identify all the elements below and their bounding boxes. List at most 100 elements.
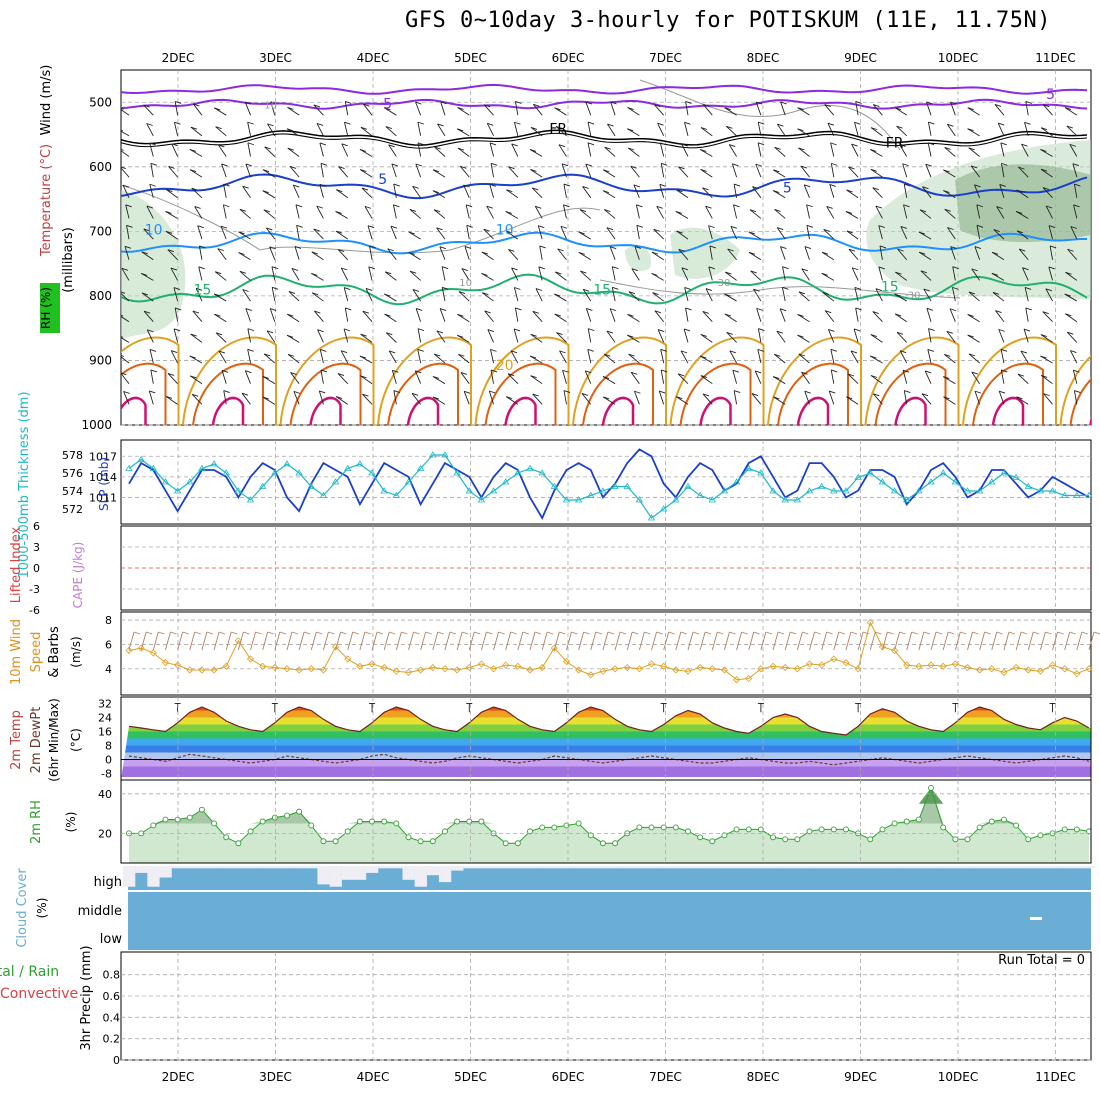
wind-barb-flag <box>170 267 178 271</box>
wind-barb <box>533 104 543 116</box>
wind-barb <box>976 225 981 240</box>
wind-barb-flag <box>661 162 668 166</box>
wind-barb <box>363 103 373 116</box>
wind-barb-flag <box>1016 396 1023 400</box>
wind-barb <box>900 226 908 240</box>
rh-area <box>129 787 1089 863</box>
wind-barb-10m-flag <box>1069 631 1076 635</box>
rh-point <box>320 838 327 845</box>
wind-barb <box>456 128 470 137</box>
wind-speed-point <box>186 666 194 674</box>
temp-tick: 24 <box>98 712 112 725</box>
wind-barb <box>490 369 494 384</box>
cloud-high-bar <box>864 866 877 869</box>
wind-barb <box>944 208 956 219</box>
wind-barb <box>456 334 470 343</box>
wind-barb <box>580 270 592 281</box>
li-tick: -6 <box>29 604 40 617</box>
wind-barb-flag <box>365 287 373 291</box>
wind-barb-flag <box>408 231 415 235</box>
wind-barb-flag <box>606 227 614 231</box>
wind-barb <box>514 101 519 116</box>
rh-units-label: (%) <box>64 812 78 833</box>
wind-barb-flag <box>215 271 222 275</box>
wind-barb <box>798 291 810 302</box>
temp-band <box>121 717 1091 725</box>
wind-barb-flag <box>289 166 297 169</box>
wind-barb <box>967 128 980 137</box>
wind-barb-flag <box>487 122 494 126</box>
wind-barb-flag <box>806 204 813 208</box>
wind-barb <box>585 163 592 178</box>
wind-barb-flag <box>508 166 515 170</box>
contour-label: 10 <box>496 223 514 239</box>
wind-barb-flag <box>368 266 375 270</box>
wind-barb <box>732 370 738 384</box>
wind-barb <box>631 268 640 281</box>
wind-barb-10m-flag <box>607 631 615 635</box>
wind-barb-flag <box>218 350 226 354</box>
wind-barb-flag <box>146 123 153 126</box>
wind-tick: 8 <box>105 614 112 627</box>
rh-point <box>308 822 315 829</box>
wind-barb-flag <box>530 169 537 172</box>
wind-barb-flag <box>675 211 683 214</box>
isotherm-30 <box>894 396 927 425</box>
wind-barb-flag <box>239 208 247 212</box>
wind-barb-flag <box>125 204 132 208</box>
wind-barb-flag <box>487 329 495 333</box>
cloud-high-bar <box>949 866 962 869</box>
wind-barb <box>510 350 519 364</box>
wind-barb-10m-flag <box>231 631 238 635</box>
wind-barb <box>1065 313 1078 323</box>
wind-barb-flag <box>189 355 196 359</box>
wind-speed-point <box>356 662 364 670</box>
wind-barb <box>1073 204 1078 219</box>
wind-barb <box>556 332 567 343</box>
wind-barb <box>313 104 324 116</box>
thickness-point <box>356 460 364 467</box>
wind-speed-point <box>404 668 413 676</box>
wind-barb-flag <box>264 353 271 357</box>
wind-barb-flag <box>724 293 731 297</box>
wind-barb <box>296 225 300 240</box>
wind-barb-10m-flag <box>656 631 663 635</box>
wind-barb-10m-flag <box>303 631 311 635</box>
wind-barb <box>680 350 689 364</box>
cloud-high-bar <box>718 866 731 869</box>
wind-barb <box>319 349 324 364</box>
wind-barb-flag <box>967 314 974 317</box>
cloud-high-bar <box>560 866 573 869</box>
wind-barb-flag <box>654 104 661 108</box>
temp-tick: -8 <box>101 768 112 781</box>
wind-barb <box>194 206 203 219</box>
wind-barb <box>1018 248 1029 261</box>
cloud-high-bar <box>220 866 233 869</box>
wind-barb-flag <box>1025 100 1032 104</box>
wind-barb <box>215 126 227 137</box>
cloud-high-bar <box>353 866 367 880</box>
wind-barb-flag <box>391 163 398 167</box>
precip-axis-label: 3hr Precip (mm) <box>79 945 94 1050</box>
wind-barb-flag <box>821 251 829 255</box>
wind-barb <box>899 350 908 364</box>
wind-barb <box>606 330 616 343</box>
wind-barb <box>432 376 446 385</box>
wind-barb-flag <box>610 246 617 250</box>
wind-barb-flag <box>903 204 910 208</box>
thickness-line <box>128 454 1089 519</box>
wind-barb <box>316 123 324 137</box>
wind-barb-flag <box>870 334 877 337</box>
wind-barb-flag <box>659 183 666 187</box>
wind-barb <box>822 292 835 302</box>
wind-barb-flag <box>828 329 835 332</box>
rh-point <box>879 826 886 833</box>
wind-barb-flag <box>749 209 757 213</box>
wind-barb <box>165 230 178 240</box>
temp-band <box>121 710 1091 718</box>
wind-barb <box>1073 390 1078 405</box>
wind-barb <box>654 310 665 323</box>
wind-barb-flag <box>143 104 150 108</box>
wind-barb <box>311 251 324 261</box>
wind-barb <box>708 225 713 240</box>
